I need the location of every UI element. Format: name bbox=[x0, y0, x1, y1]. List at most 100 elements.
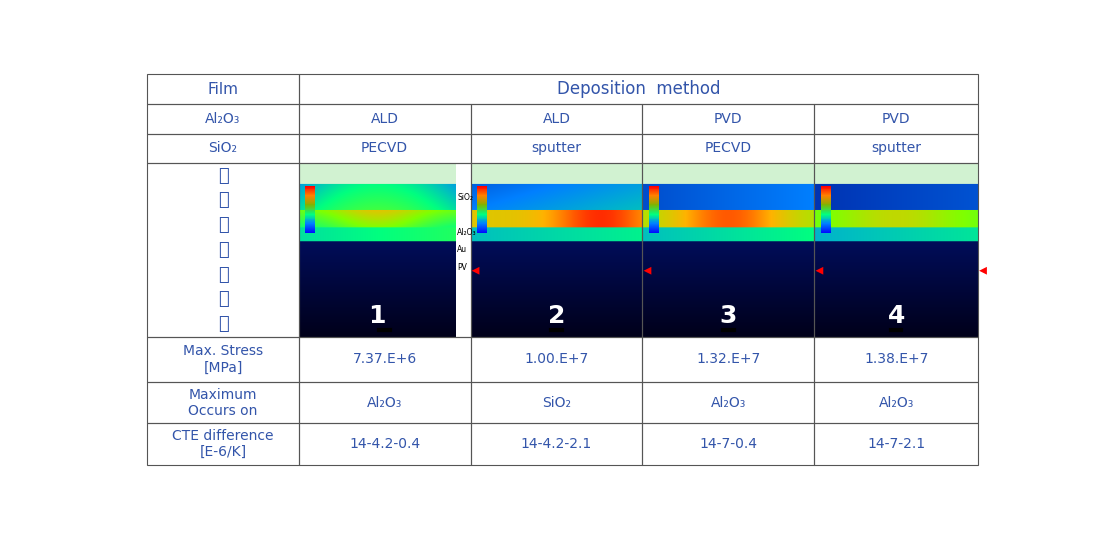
Bar bbox=[649, 199, 659, 200]
Text: 물: 물 bbox=[217, 192, 228, 209]
Bar bbox=[821, 205, 831, 207]
Bar bbox=[305, 202, 315, 203]
Bar bbox=[305, 223, 315, 224]
Text: 1: 1 bbox=[368, 304, 385, 328]
Bar bbox=[299, 74, 978, 104]
Bar bbox=[147, 134, 299, 163]
Bar bbox=[821, 231, 831, 232]
Bar bbox=[478, 217, 488, 218]
Bar bbox=[478, 187, 488, 188]
Bar bbox=[305, 210, 315, 211]
Bar bbox=[147, 104, 299, 134]
Bar bbox=[821, 195, 831, 196]
Bar bbox=[305, 198, 315, 199]
Bar bbox=[478, 208, 488, 209]
Bar bbox=[821, 197, 831, 198]
Bar bbox=[642, 163, 815, 337]
Bar bbox=[478, 201, 488, 202]
Bar bbox=[821, 218, 831, 219]
Bar bbox=[649, 209, 659, 210]
Bar bbox=[649, 186, 659, 187]
Bar bbox=[649, 211, 659, 212]
Bar bbox=[649, 214, 659, 215]
Text: Al₂O₃: Al₂O₃ bbox=[205, 112, 240, 126]
Bar bbox=[821, 221, 831, 222]
Text: 레: 레 bbox=[217, 216, 228, 234]
Text: Al₂O₃: Al₂O₃ bbox=[710, 396, 747, 410]
Bar bbox=[821, 216, 831, 217]
Bar bbox=[649, 221, 659, 222]
Bar bbox=[478, 220, 488, 221]
Bar bbox=[478, 189, 488, 190]
Text: PVD: PVD bbox=[882, 112, 910, 126]
Bar bbox=[147, 337, 299, 382]
Bar bbox=[478, 199, 488, 200]
Bar bbox=[821, 219, 831, 220]
Bar bbox=[305, 200, 315, 201]
Text: Al₂O₃: Al₂O₃ bbox=[878, 396, 914, 410]
Bar bbox=[478, 209, 488, 210]
Text: Max. Stress
[MPa]: Max. Stress [MPa] bbox=[183, 344, 264, 374]
Bar bbox=[478, 204, 488, 205]
Bar bbox=[299, 134, 471, 163]
Bar bbox=[815, 337, 978, 382]
Bar bbox=[821, 202, 831, 203]
Bar bbox=[821, 229, 831, 230]
Bar bbox=[642, 104, 815, 134]
Bar bbox=[478, 216, 488, 217]
Bar bbox=[649, 205, 659, 207]
Bar bbox=[471, 382, 642, 423]
Bar bbox=[147, 163, 299, 337]
Text: 이: 이 bbox=[217, 241, 228, 259]
Bar bbox=[305, 226, 315, 227]
Bar bbox=[649, 229, 659, 230]
Bar bbox=[649, 210, 659, 211]
Bar bbox=[821, 226, 831, 227]
Text: Al₂O₃: Al₂O₃ bbox=[367, 396, 402, 410]
Bar bbox=[478, 215, 488, 216]
Bar bbox=[478, 195, 488, 196]
Bar bbox=[821, 207, 831, 208]
Bar bbox=[305, 195, 315, 196]
Bar bbox=[649, 224, 659, 225]
Bar bbox=[649, 217, 659, 218]
Bar bbox=[821, 203, 831, 204]
Bar bbox=[478, 190, 488, 192]
Text: PVD: PVD bbox=[714, 112, 742, 126]
Bar bbox=[649, 207, 659, 208]
Text: PECVD: PECVD bbox=[705, 141, 752, 156]
Bar bbox=[305, 196, 315, 197]
Bar bbox=[471, 104, 642, 134]
Bar bbox=[821, 215, 831, 216]
Bar bbox=[649, 215, 659, 216]
Bar bbox=[649, 213, 659, 214]
Bar bbox=[478, 188, 488, 189]
Bar bbox=[821, 227, 831, 228]
Bar bbox=[305, 192, 315, 193]
Bar bbox=[649, 218, 659, 219]
Text: 4: 4 bbox=[887, 304, 905, 328]
Bar bbox=[305, 197, 315, 198]
Bar bbox=[478, 211, 488, 212]
Text: Deposition  method: Deposition method bbox=[557, 80, 720, 98]
Bar bbox=[478, 232, 488, 233]
Bar bbox=[478, 218, 488, 219]
Text: 14-4.2-2.1: 14-4.2-2.1 bbox=[520, 437, 592, 451]
Bar bbox=[649, 203, 659, 204]
Bar bbox=[821, 187, 831, 188]
Bar bbox=[815, 163, 978, 337]
Bar bbox=[305, 208, 315, 209]
Bar bbox=[305, 187, 315, 188]
Bar bbox=[649, 226, 659, 227]
Bar bbox=[821, 225, 831, 226]
Bar bbox=[299, 337, 471, 382]
Bar bbox=[821, 208, 831, 209]
Bar bbox=[305, 201, 315, 202]
Bar bbox=[478, 228, 488, 229]
Bar bbox=[305, 222, 315, 223]
Bar bbox=[821, 232, 831, 233]
Bar bbox=[649, 219, 659, 220]
Bar bbox=[821, 198, 831, 199]
Bar bbox=[305, 218, 315, 219]
Bar bbox=[649, 189, 659, 190]
